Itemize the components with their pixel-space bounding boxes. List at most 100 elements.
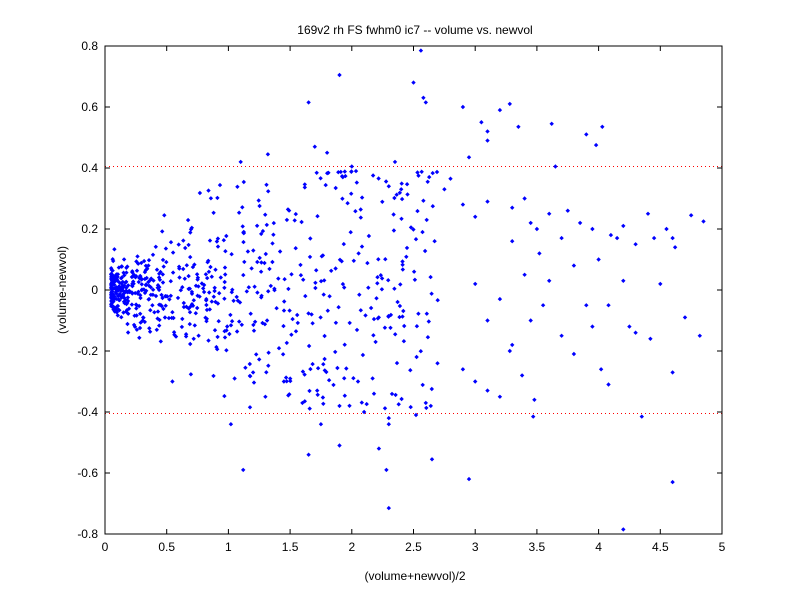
- data-point: [189, 289, 195, 295]
- data-point: [351, 258, 356, 263]
- data-point: [288, 376, 293, 381]
- data-point: [155, 316, 160, 321]
- data-point: [240, 224, 245, 229]
- data-point: [300, 369, 306, 374]
- data-point: [196, 333, 201, 338]
- chart-title: 169v2 rh FS fwhm0 ic7 -- volume vs. newv…: [297, 23, 532, 37]
- data-point: [272, 286, 277, 291]
- data-point: [627, 324, 632, 329]
- data-point: [312, 144, 317, 149]
- data-point: [383, 257, 388, 262]
- data-point: [109, 292, 114, 297]
- data-point: [109, 271, 114, 276]
- data-point: [268, 283, 273, 289]
- x-tick-label: 1: [225, 540, 232, 554]
- data-point: [270, 259, 275, 265]
- data-point: [276, 276, 281, 281]
- data-point: [608, 232, 614, 238]
- data-point: [416, 311, 421, 316]
- data-point: [339, 259, 344, 264]
- data-point: [204, 302, 209, 308]
- data-point: [112, 247, 117, 252]
- data-point: [206, 338, 211, 343]
- data-point: [241, 467, 246, 473]
- data-point: [466, 476, 472, 482]
- data-point: [157, 271, 162, 276]
- data-point: [394, 192, 399, 197]
- data-point: [248, 374, 253, 379]
- data-point: [195, 305, 200, 311]
- data-point: [190, 264, 196, 270]
- data-point: [193, 283, 199, 288]
- data-point: [400, 262, 405, 267]
- data-point: [258, 269, 264, 274]
- data-point: [141, 315, 146, 320]
- data-point: [507, 101, 512, 107]
- data-point: [411, 80, 416, 85]
- data-point: [281, 308, 287, 313]
- data-point: [485, 388, 490, 393]
- data-point: [347, 403, 352, 408]
- data-point: [571, 351, 577, 357]
- data-point: [274, 306, 279, 311]
- data-point: [228, 312, 233, 318]
- data-point: [284, 379, 289, 384]
- data-point: [337, 72, 342, 78]
- data-point: [215, 244, 221, 249]
- data-point: [254, 223, 260, 228]
- data-point: [411, 227, 416, 232]
- data-point: [310, 321, 315, 326]
- data-point: [307, 254, 313, 260]
- data-point: [181, 238, 186, 243]
- data-point: [281, 323, 286, 329]
- data-point: [393, 332, 398, 337]
- data-point: [149, 276, 154, 281]
- data-point: [160, 280, 166, 285]
- data-point: [282, 277, 287, 282]
- data-point: [485, 318, 490, 323]
- data-point: [168, 240, 174, 245]
- data-point: [349, 164, 354, 169]
- data-point: [386, 278, 391, 283]
- data-point: [315, 366, 321, 371]
- data-point: [395, 299, 400, 305]
- data-point: [140, 318, 145, 323]
- data-point: [324, 150, 330, 155]
- data-point: [348, 230, 353, 235]
- data-point: [126, 311, 131, 316]
- data-point: [412, 277, 418, 282]
- data-point: [146, 283, 152, 288]
- data-point: [386, 505, 391, 511]
- data-point: [429, 386, 434, 392]
- data-point: [386, 313, 391, 319]
- data-point: [160, 257, 166, 263]
- data-point: [528, 318, 533, 323]
- data-point: [217, 291, 222, 296]
- data-point: [302, 182, 307, 187]
- data-point: [537, 251, 542, 256]
- data-point: [251, 328, 257, 333]
- data-point: [302, 185, 307, 190]
- data-point: [151, 278, 156, 283]
- data-point: [422, 248, 428, 254]
- data-point: [593, 142, 599, 148]
- data-point: [366, 285, 371, 290]
- data-point: [183, 245, 188, 251]
- data-point: [376, 446, 382, 451]
- data-point: [590, 324, 595, 329]
- data-point: [271, 232, 276, 237]
- data-point: [466, 155, 472, 160]
- data-point: [510, 205, 515, 210]
- data-point: [119, 264, 125, 269]
- data-point: [293, 329, 299, 334]
- data-point: [424, 217, 429, 223]
- data-point: [130, 274, 136, 279]
- data-point: [262, 322, 268, 327]
- data-point: [255, 290, 260, 295]
- data-point: [404, 254, 409, 259]
- data-point: [170, 270, 176, 275]
- data-point: [136, 303, 142, 309]
- data-point: [176, 242, 181, 247]
- data-point: [420, 229, 425, 235]
- data-point: [148, 308, 153, 313]
